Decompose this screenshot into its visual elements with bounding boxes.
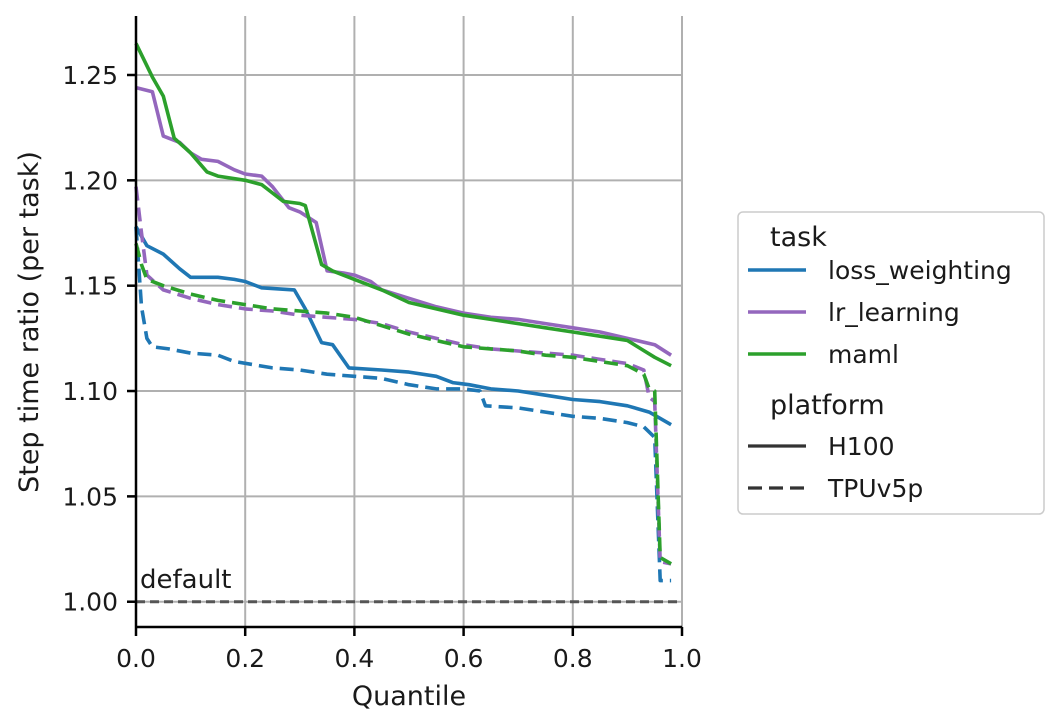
legend-frame (737, 211, 1045, 515)
x-tick-label-4: 0.8 (553, 644, 593, 673)
series-line-maml-tpuv5p (134, 243, 673, 566)
series-lines (134, 42, 673, 583)
y-tick-label-0: 1.00 (62, 588, 118, 617)
x-tick-labels: 0.0 0.2 0.4 0.6 0.8 1.0 (116, 644, 702, 673)
y-tick-label-4: 1.20 (62, 166, 118, 195)
legend-label-h100: H100 (828, 432, 895, 461)
y-tick-labels: 1.00 1.05 1.10 1.15 1.20 1.25 (62, 61, 118, 617)
x-tick-label-5: 1.0 (662, 644, 702, 673)
x-tick-label-3: 0.6 (444, 644, 484, 673)
x-tick-label-0: 0.0 (116, 644, 156, 673)
legend-task-title: task (770, 222, 827, 253)
legend-label-maml: maml (828, 340, 899, 369)
x-tick-label-2: 0.4 (335, 644, 375, 673)
default-label: default (140, 565, 231, 595)
y-tick-label-2: 1.10 (62, 377, 118, 406)
legend-label-tpuv5p: TPUv5p (827, 474, 923, 503)
series-line-lr_learning-h100 (135, 85, 673, 357)
axes (127, 16, 684, 636)
x-tick-label-1: 0.2 (225, 644, 265, 673)
legend-label-loss_weighting: loss_weighting (828, 256, 1012, 285)
series-line-lr_learning-tpuv5p (134, 186, 672, 566)
legend-platform-title: platform (770, 390, 885, 421)
legend-label-lr_learning: lr_learning (828, 298, 960, 327)
y-tick-label-3: 1.15 (62, 272, 118, 301)
y-tick-label-1: 1.05 (62, 482, 118, 511)
series-line-loss_weighting-tpuv5p (134, 226, 672, 583)
y-axis-label: Step time ratio (per task) (14, 151, 45, 493)
x-axis-label: Quantile (352, 681, 466, 712)
series-line-maml-h100 (134, 42, 672, 368)
y-tick-label-5: 1.25 (62, 61, 118, 90)
grid-lines (135, 16, 683, 627)
legend-platform-entries: H100 TPUv5p (748, 432, 923, 503)
series-line-loss_weighting-h100 (134, 225, 672, 427)
